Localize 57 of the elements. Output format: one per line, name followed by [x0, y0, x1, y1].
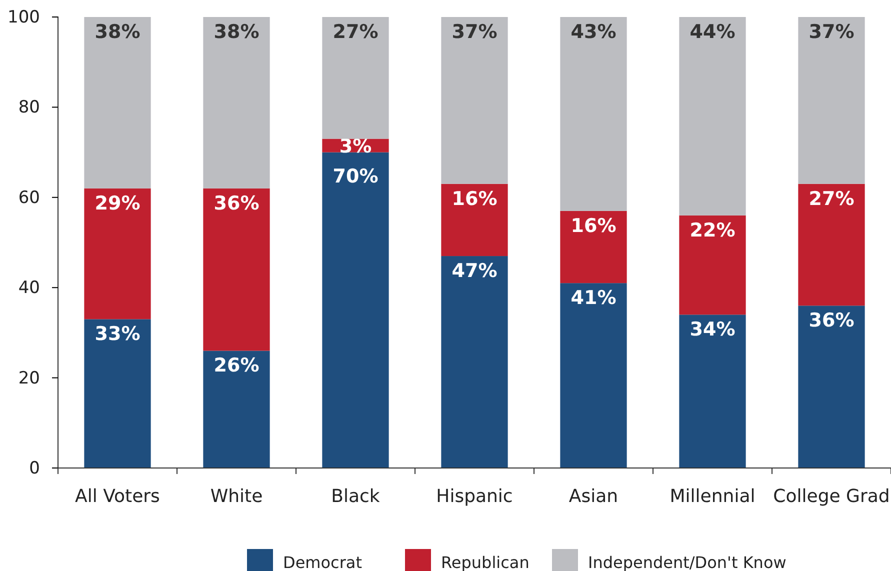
bar — [679, 215, 746, 315]
data-label: 38% — [94, 21, 140, 43]
bar — [203, 350, 270, 468]
data-label: 29% — [94, 192, 140, 214]
x-tick-label: Black — [331, 486, 380, 507]
x-tick-label: White — [210, 486, 263, 507]
bar — [560, 17, 627, 211]
bar — [560, 210, 627, 284]
bar — [798, 306, 865, 468]
data-label: 41% — [570, 287, 616, 310]
y-tick-label: 40 — [18, 278, 40, 298]
data-label: 16% — [570, 214, 616, 237]
data-label: 16% — [452, 188, 498, 210]
y-tick-label: 80 — [18, 98, 40, 118]
y-tick-label: 20 — [18, 368, 40, 388]
data-label: 26% — [214, 354, 260, 377]
data-label: 37% — [452, 21, 498, 43]
legend-label: Independent/Don't Know — [588, 553, 786, 571]
data-label: 33% — [94, 323, 140, 346]
bar — [203, 17, 270, 188]
bar — [203, 188, 270, 351]
data-label: 37% — [808, 21, 854, 43]
bar — [322, 152, 389, 468]
data-label: 27% — [808, 188, 854, 210]
bar — [441, 256, 508, 468]
y-tick-label: 0 — [29, 458, 40, 478]
y-tick-label: 100 — [8, 7, 40, 28]
data-label: 3% — [339, 136, 372, 158]
bar — [679, 314, 746, 468]
x-tick-label: Hispanic — [436, 486, 513, 507]
data-label: 34% — [690, 318, 736, 341]
data-label: 44% — [690, 21, 736, 43]
data-label: 70% — [332, 166, 378, 188]
legend-label: Republican — [441, 553, 530, 571]
bar — [441, 184, 508, 256]
bar — [560, 283, 627, 468]
bar — [798, 184, 865, 306]
data-label: 36% — [214, 192, 260, 214]
x-tick-label: College Grad — [773, 486, 890, 507]
bar — [84, 319, 151, 468]
bar — [84, 188, 151, 320]
x-tick-label: Millennial — [670, 486, 756, 507]
data-label: 22% — [690, 219, 736, 242]
data-label: 47% — [452, 260, 498, 282]
data-label: 36% — [808, 310, 854, 332]
bar — [322, 17, 389, 139]
bar — [441, 17, 508, 184]
bar — [679, 17, 746, 216]
data-label: 43% — [570, 21, 616, 43]
bar — [798, 17, 865, 184]
data-label: 27% — [332, 21, 378, 43]
x-tick-label: Asian — [568, 486, 618, 507]
y-tick-label: 60 — [18, 188, 40, 208]
data-label: 38% — [214, 21, 260, 43]
bar — [84, 17, 151, 188]
legend-label: Democrat — [283, 553, 362, 571]
x-tick-label: All Voters — [75, 486, 160, 507]
